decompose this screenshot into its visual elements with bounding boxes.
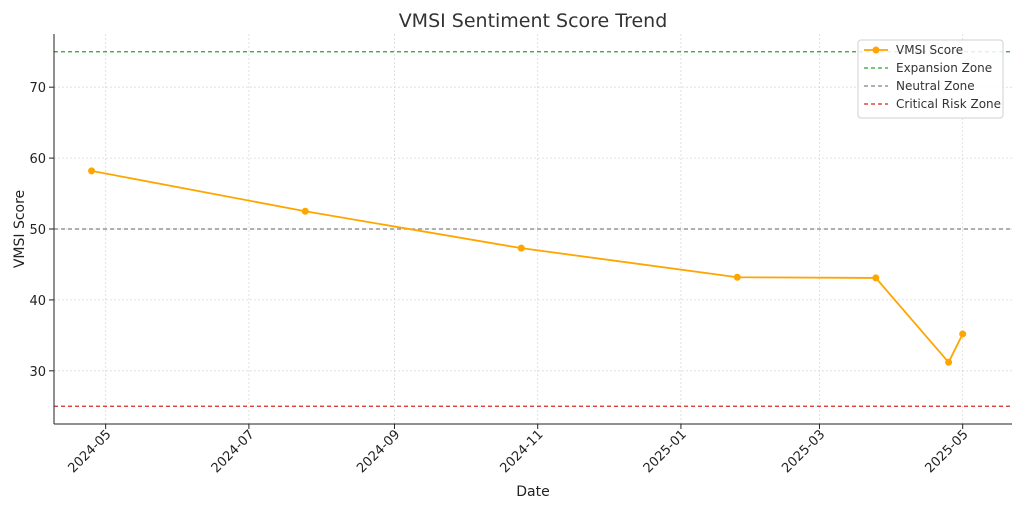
ticks: 2024-05 2024-07 2024-09 2024-11 2025-01 2025-…: [29, 81, 971, 476]
y-tick-label: 50: [29, 223, 46, 238]
legend-marker: [872, 46, 880, 54]
x-axis-label: Date: [516, 484, 549, 500]
x-tick-label: 2024-11: [498, 427, 547, 476]
x-tick-label: 2025-05: [922, 427, 971, 476]
legend-label: Neutral Zone: [896, 79, 975, 93]
data-point: [872, 274, 880, 282]
x-tick-label: 2024-05: [65, 427, 114, 476]
data-point: [88, 167, 96, 175]
y-tick-label: 70: [29, 81, 46, 96]
legend: VMSI Score Expansion Zone Neutral Zone Crit…: [857, 39, 1004, 119]
legend-box: [857, 39, 1004, 119]
legend-label: VMSI Score: [896, 43, 963, 57]
series-line: [91, 169, 964, 364]
data-point: [959, 330, 967, 338]
reference-lines: [54, 51, 1012, 407]
x-tick-label: 2025-03: [779, 427, 828, 476]
data-point: [301, 207, 309, 215]
y-tick-label: 60: [29, 152, 46, 167]
data-point: [945, 358, 953, 366]
x-tick-label: 2024-07: [209, 427, 258, 476]
x-tick-label: 2024-09: [354, 427, 403, 476]
data-point: [733, 273, 741, 281]
y-tick-label: 30: [29, 365, 46, 380]
chart-title: VMSI Sentiment Score Trend: [399, 10, 668, 32]
y-axis-label: VMSI Score: [12, 190, 28, 268]
x-tick-label: 2025-01: [641, 427, 690, 476]
y-tick-label: 40: [29, 294, 46, 309]
legend-label: Critical Risk Zone: [896, 97, 1001, 111]
data-point: [517, 244, 525, 252]
legend-label: Expansion Zone: [896, 61, 992, 75]
series: [88, 167, 967, 366]
